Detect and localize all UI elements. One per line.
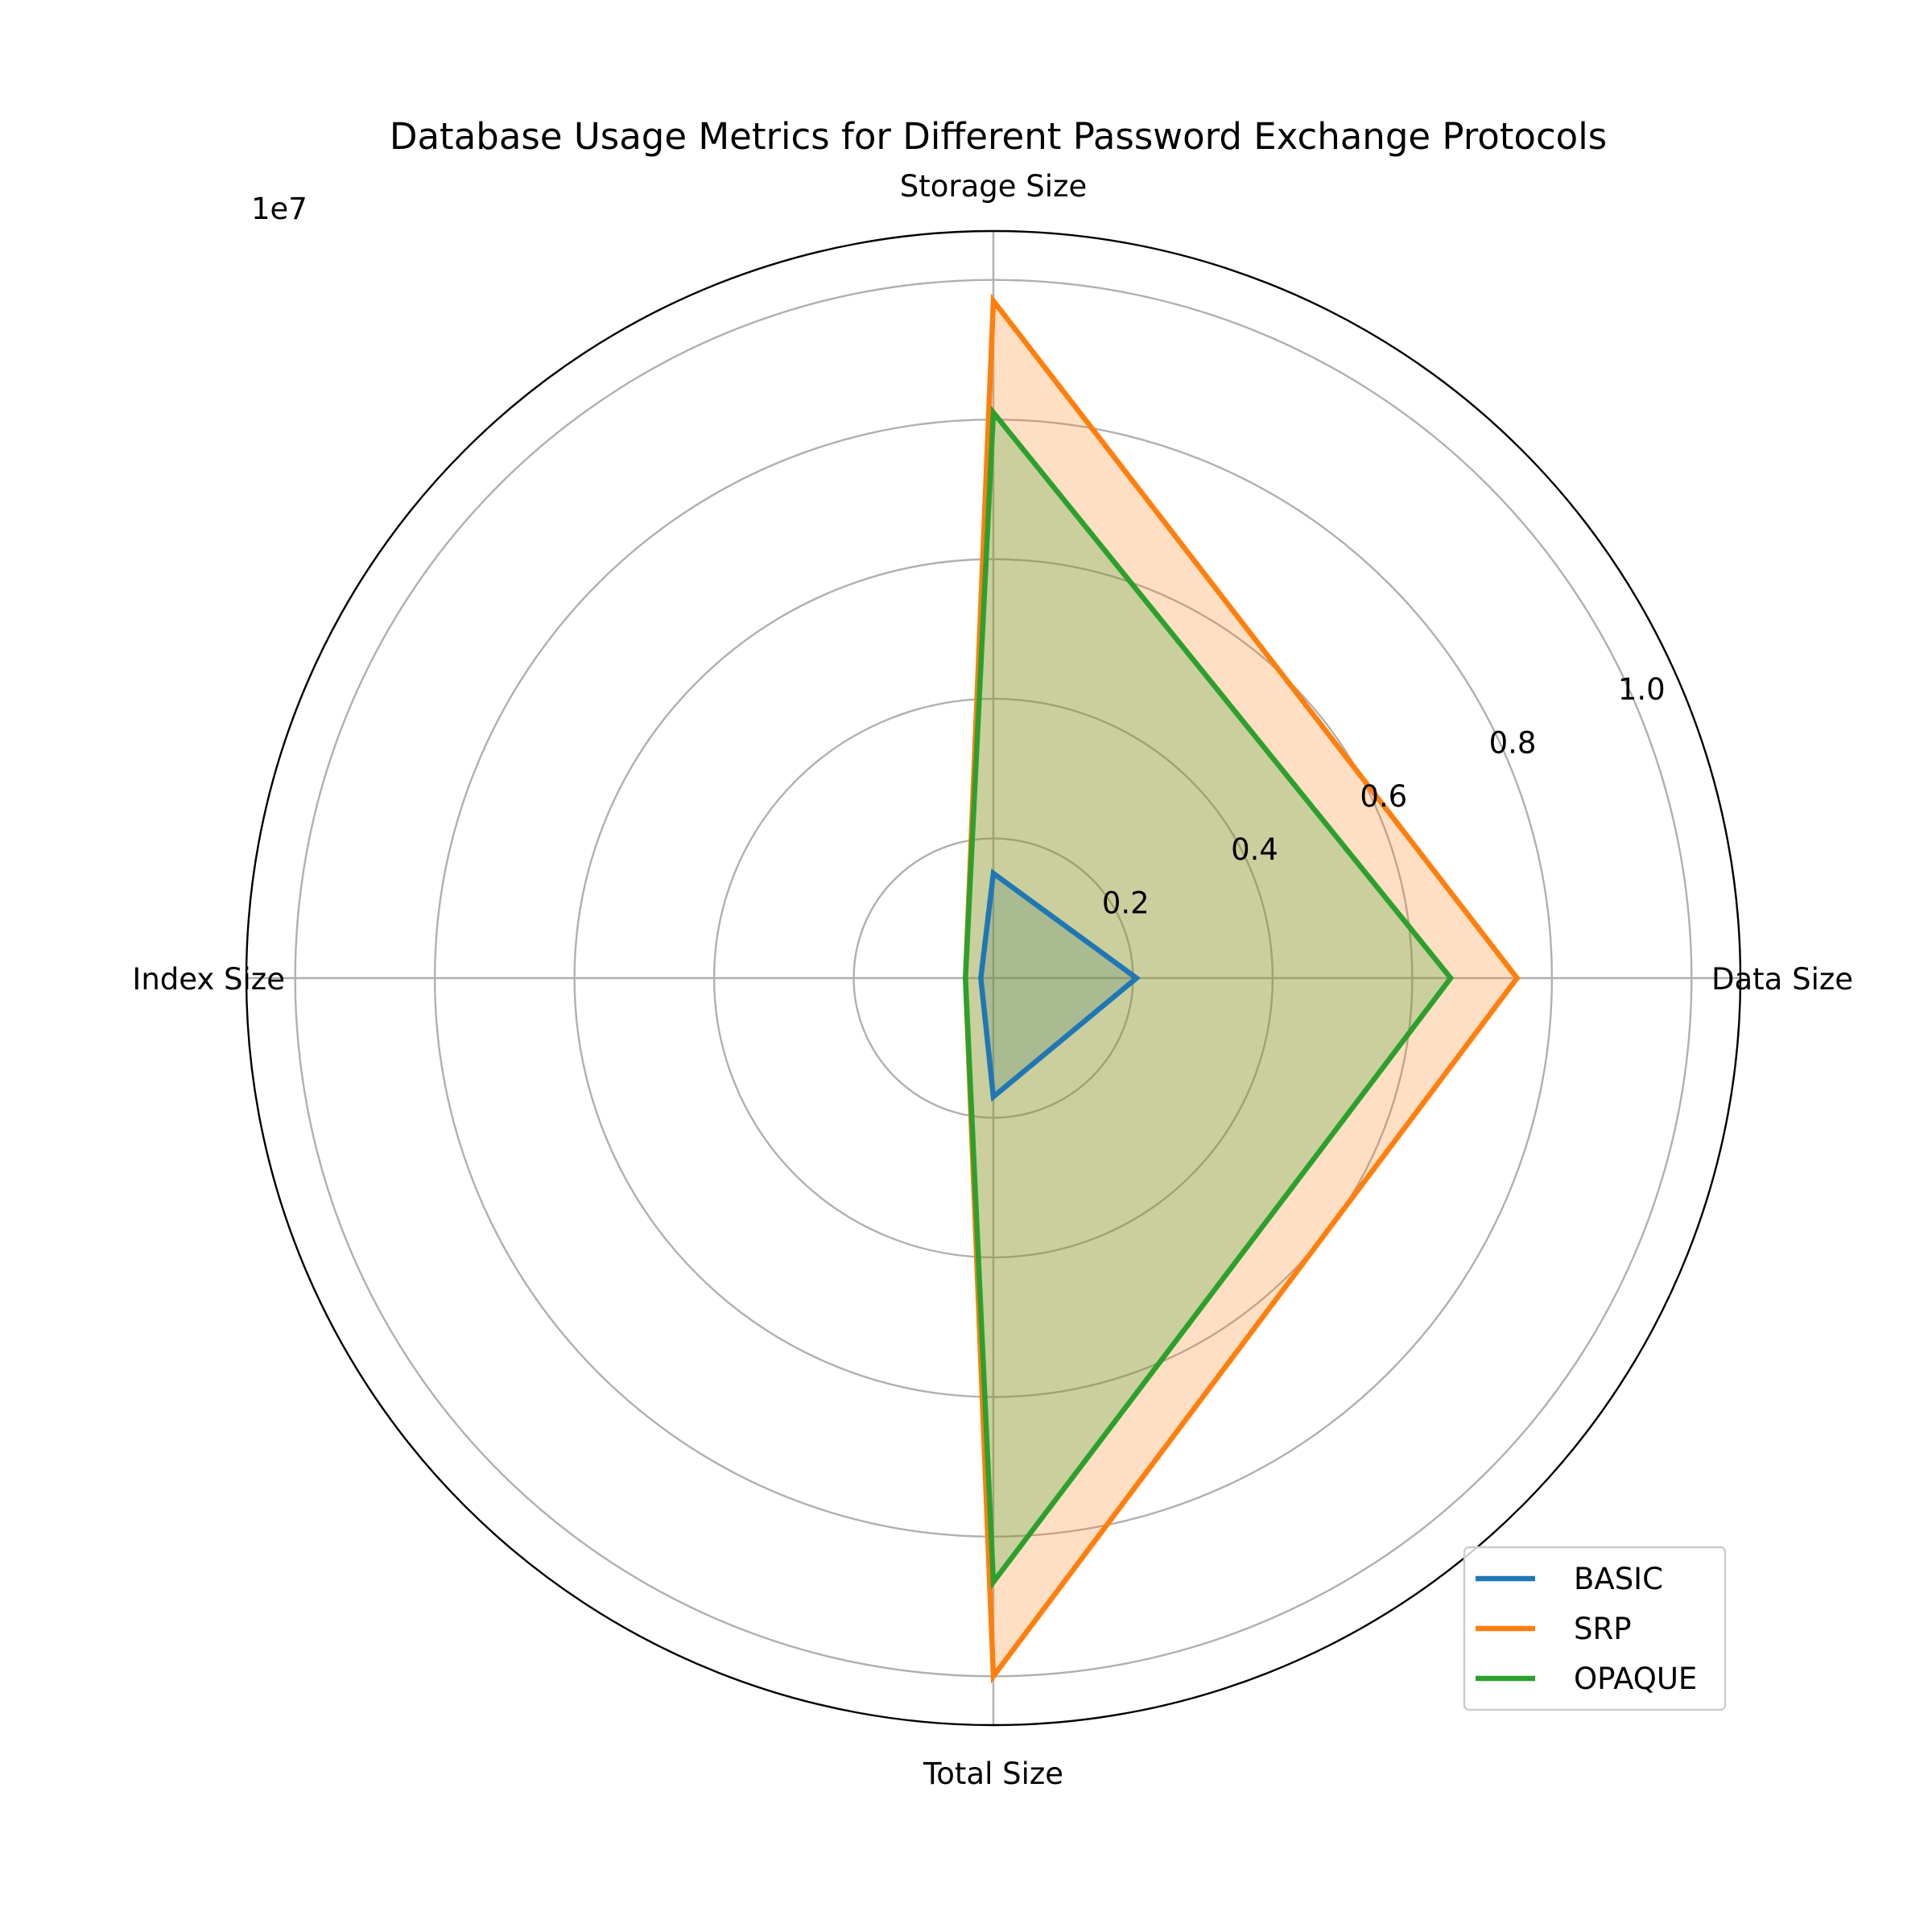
radial-tick-labels: 0.2 0.4 0.6 0.8 1.0: [1102, 672, 1666, 921]
legend-label-opaque: OPAQUE: [1574, 1662, 1697, 1696]
radial-tick-label: 0.8: [1489, 725, 1537, 760]
series-line-basic: [978, 868, 1141, 1102]
radial-tick-label: 0.6: [1360, 779, 1407, 814]
series-fill-opaque: [965, 412, 1451, 1583]
outer-frame: [245, 229, 1742, 1727]
chart-title: Database Usage Metrics for Different Pas…: [390, 115, 1607, 158]
legend-label-basic: BASIC: [1574, 1562, 1663, 1596]
category-labels: Data Size Storage Size Index Size Total Siz…: [132, 169, 1853, 1791]
legend-label-srp: SRP: [1574, 1612, 1632, 1646]
series-line-opaque: [963, 405, 1455, 1590]
radial-tick-label: 1.0: [1618, 672, 1666, 707]
scale-offset-label: 1e7: [251, 192, 308, 226]
series-fills: [965, 300, 1517, 1677]
category-label-index-size: Index Size: [132, 962, 285, 997]
radial-tick-label: 0.2: [1102, 886, 1150, 921]
category-label-total-size: Total Size: [923, 1757, 1063, 1791]
series-fill-basic: [980, 873, 1137, 1097]
legend-box: [1463, 1546, 1727, 1711]
legend: BASIC SRP OPAQUE: [1463, 1546, 1727, 1711]
radial-tick-label: 0.4: [1231, 832, 1278, 867]
category-label-data-size: Data Size: [1711, 962, 1853, 997]
category-label-storage-size: Storage Size: [900, 169, 1087, 204]
series-lines: [963, 293, 1521, 1684]
series-fill-srp: [965, 300, 1517, 1677]
